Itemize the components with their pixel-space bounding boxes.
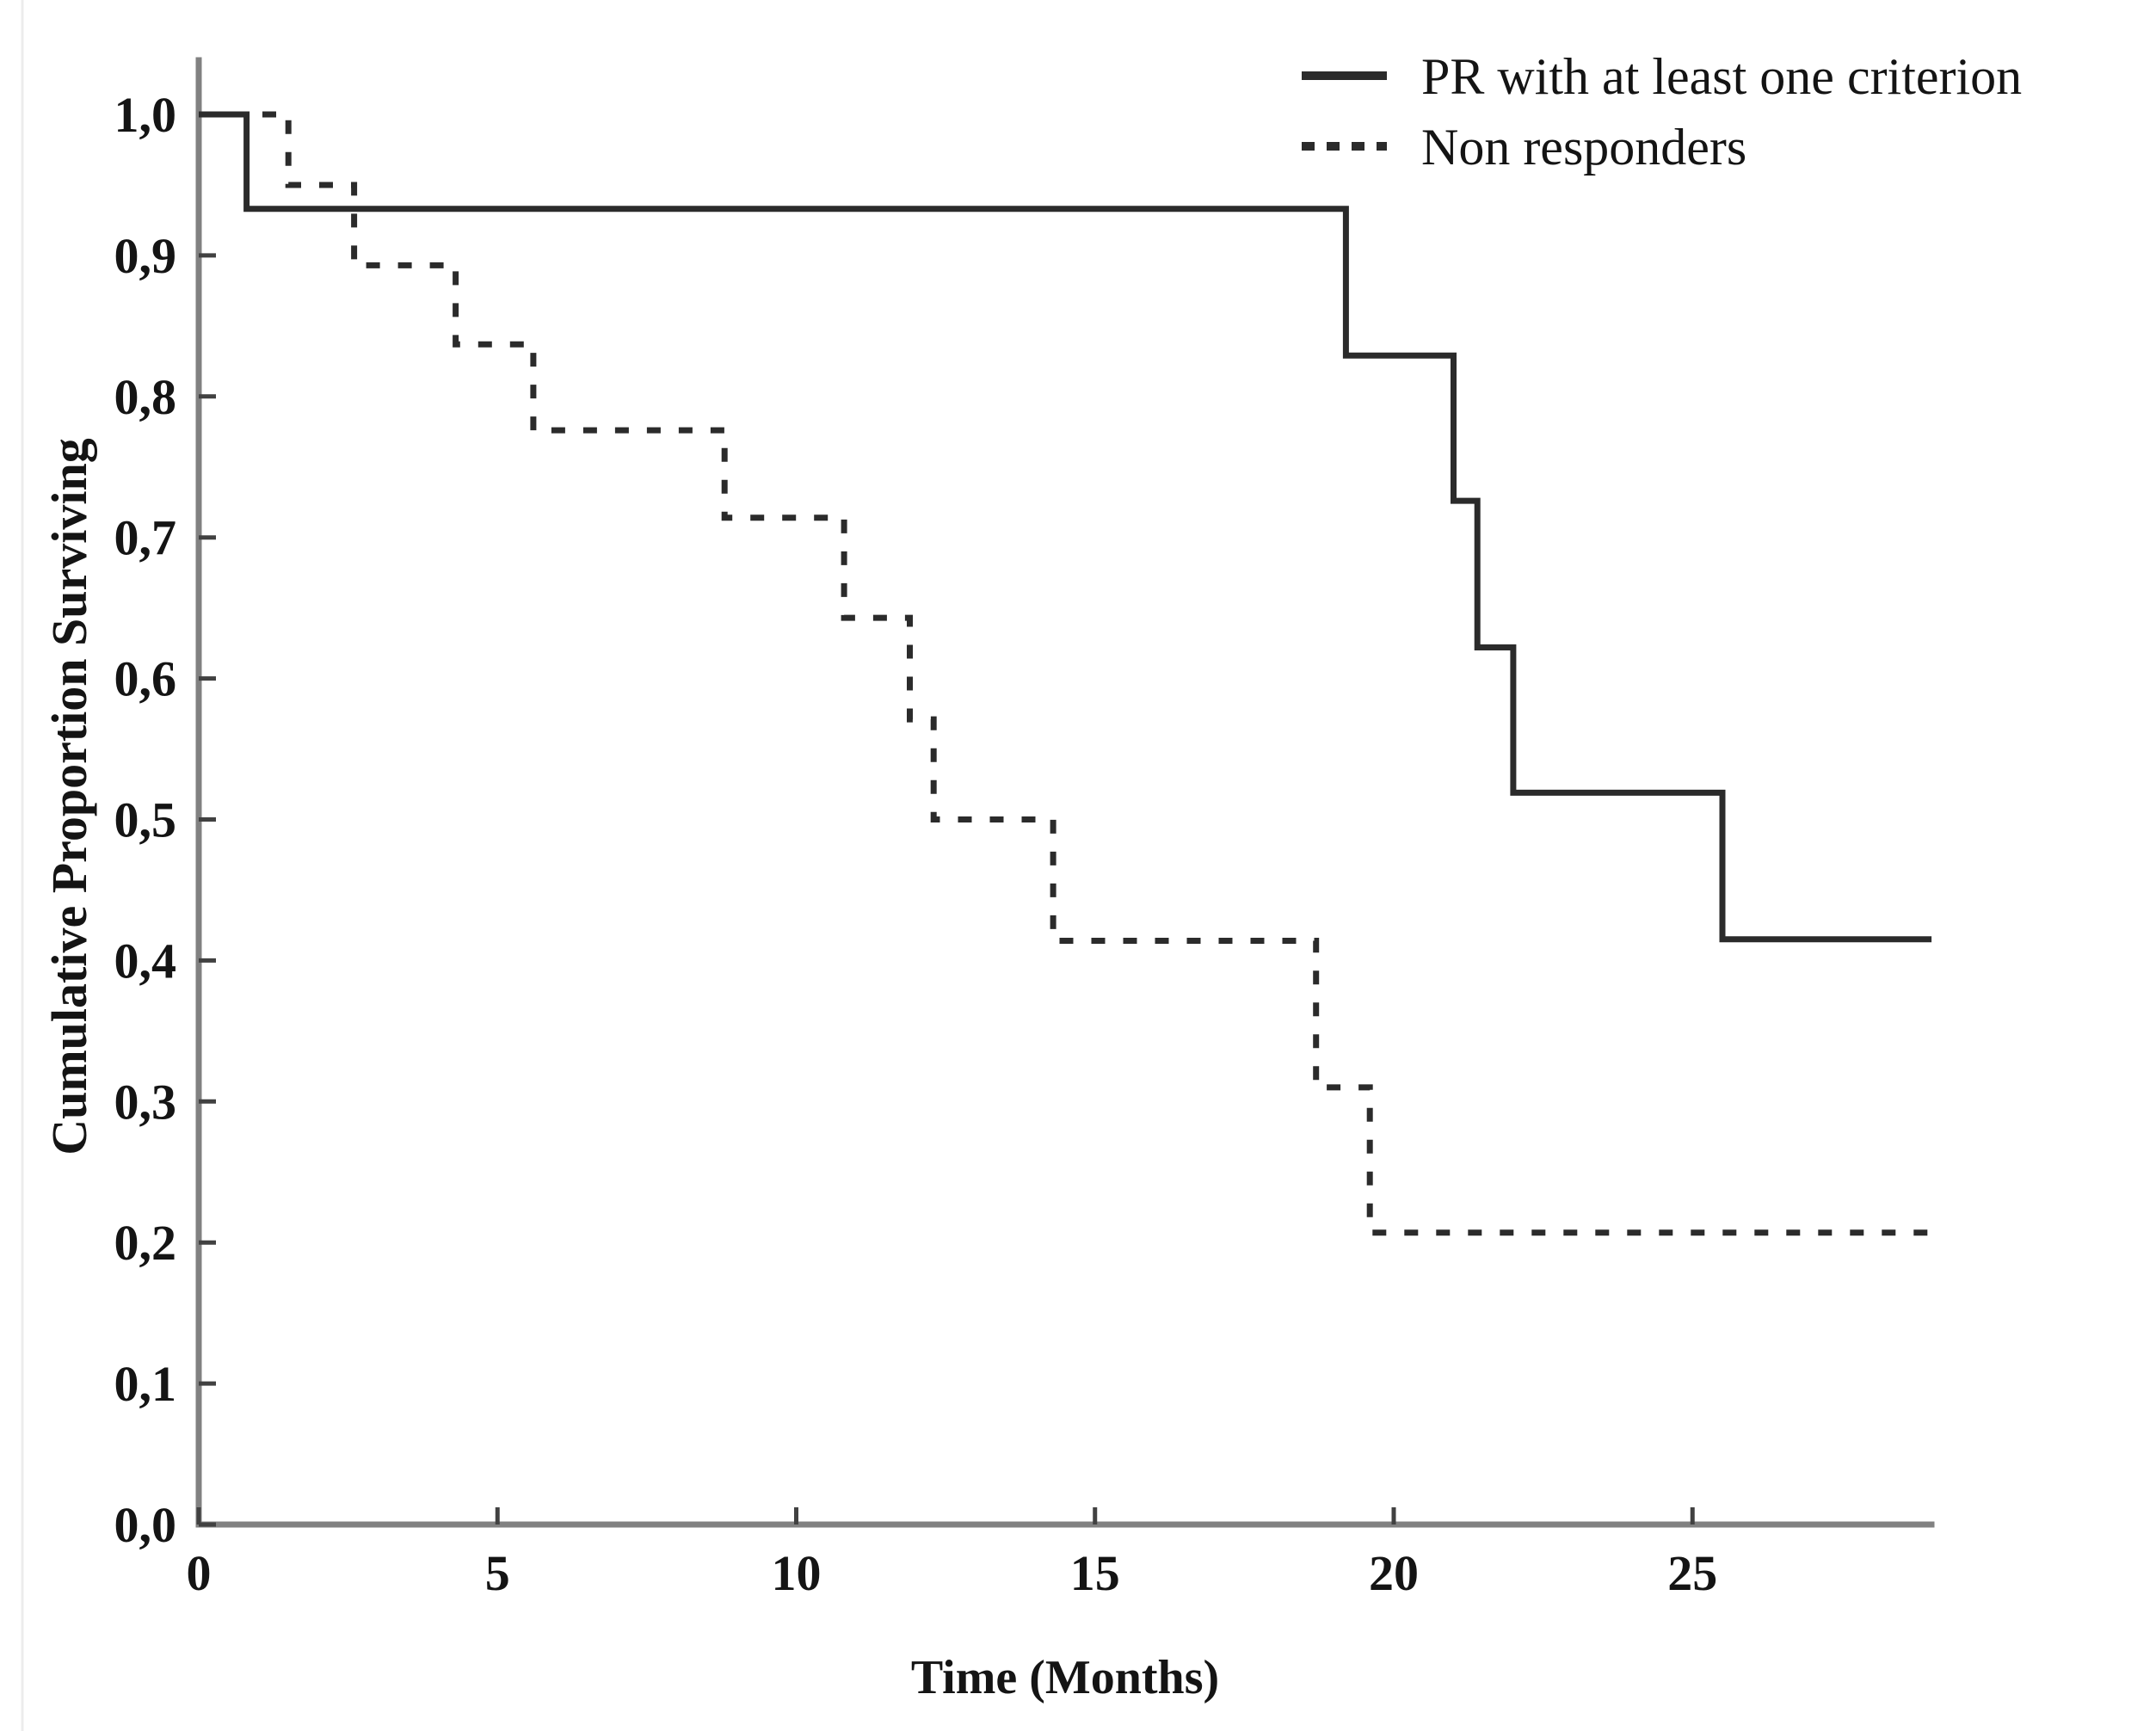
y-tick-label: 0,1 [114, 1356, 177, 1412]
y-tick-label: 0,8 [114, 369, 177, 425]
y-tick-label: 1,0 [114, 87, 177, 143]
x-tick-label: 0 [187, 1545, 212, 1601]
x-tick-label: 10 [772, 1545, 822, 1601]
x-tick-label: 5 [485, 1545, 510, 1601]
y-tick-label: 0,0 [114, 1497, 177, 1553]
series-line-non-responders [199, 111, 1932, 1236]
y-axis-title: Cumulative Proportion Surviving [41, 438, 97, 1155]
x-axis-title: Time (Months) [911, 1651, 1219, 1704]
y-tick-label: 0,4 [114, 933, 177, 989]
y-tick-label: 0,2 [114, 1215, 177, 1271]
series-line-pr-with-at-least-one-criterion [199, 111, 1932, 943]
x-axis: 0 5 10 15 20 25 [187, 1507, 1717, 1601]
y-tick-label: 0,3 [114, 1074, 177, 1130]
legend-label: Non responders [1421, 119, 1746, 176]
y-tick-label: 0,7 [114, 510, 177, 566]
y-tick-label: 0,5 [114, 792, 177, 848]
x-tick-label: 15 [1070, 1545, 1120, 1601]
legend: PR with at least one criterion Non respon… [1302, 48, 2022, 176]
x-tick-label: 20 [1369, 1545, 1419, 1601]
x-tick-label: 25 [1667, 1545, 1717, 1601]
y-tick-label: 0,6 [114, 651, 177, 707]
legend-item-non-responders: Non responders [1302, 119, 1746, 176]
y-tick-label: 0,9 [114, 228, 177, 284]
y-axis: 0,0 0,1 0,2 0,3 0,4 0,5 0,6 0,7 0,8 0,9 1,0 [114, 87, 216, 1553]
legend-item-pr-with-at-least-one-criterion: PR with at least one criterion [1302, 48, 2022, 105]
legend-label: PR with at least one criterion [1421, 48, 2022, 105]
